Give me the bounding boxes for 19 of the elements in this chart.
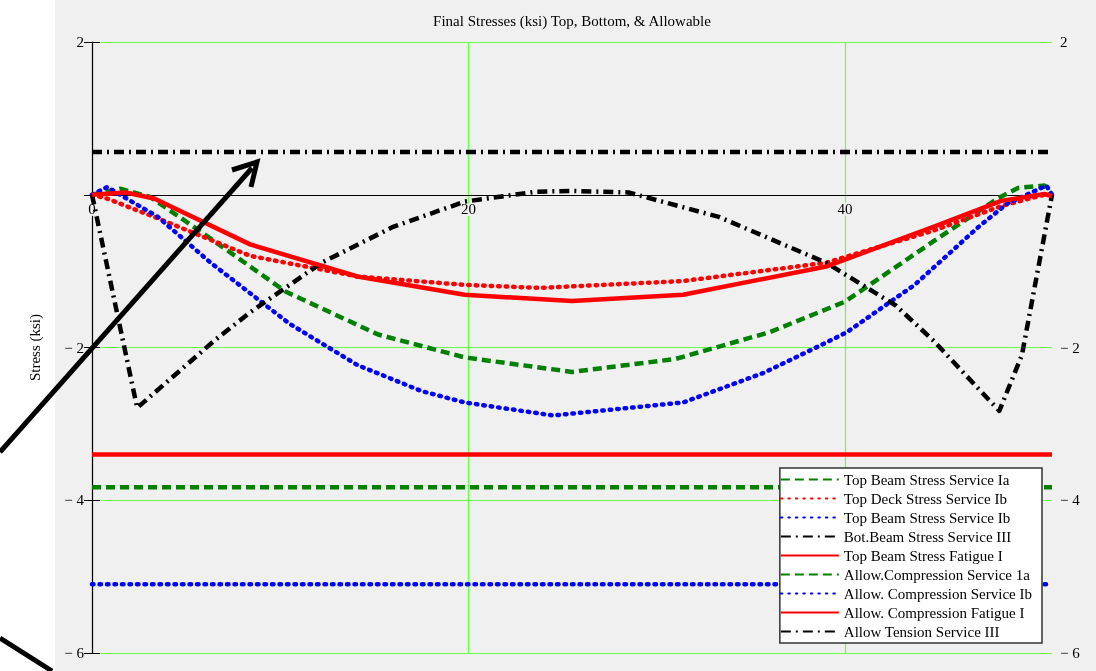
legend-label: Allow.Compression Service 1a <box>843 566 1031 583</box>
legend-label: Top Beam Stress Service Ib <box>843 509 1011 526</box>
legend-label: Allow Tension Service III <box>843 623 1000 640</box>
legend-label: Top Deck Stress Service Ib <box>843 490 1007 507</box>
y-tick-label: 2 <box>76 34 84 50</box>
y2-tick-label: − 4 <box>1060 492 1081 509</box>
legend-label: Top Beam Stress Service Ia <box>843 471 1010 488</box>
y-tick-label: − 2 <box>64 339 84 356</box>
legend-label: Allow. Compression Service Ib <box>843 585 1033 602</box>
y2-tick-label: − 6 <box>1060 645 1081 661</box>
y2-tick-label: − 2 <box>1060 339 1080 356</box>
legend-label: Bot.Beam Stress Service III <box>843 528 1012 545</box>
y-tick-label: − 6 <box>64 645 85 661</box>
y2-tick-label: 2 <box>1060 34 1068 50</box>
legend-label: Allow. Compression Fatigue I <box>843 604 1025 621</box>
chart-title: Final Stresses (ksi) Top, Bottom, & Allowable <box>433 12 712 30</box>
y-axis-title: Stress (ksi) <box>26 313 44 382</box>
legend-label: Top Beam Stress Fatigue I <box>843 547 1003 564</box>
y-tick-label: − 4 <box>64 492 85 509</box>
